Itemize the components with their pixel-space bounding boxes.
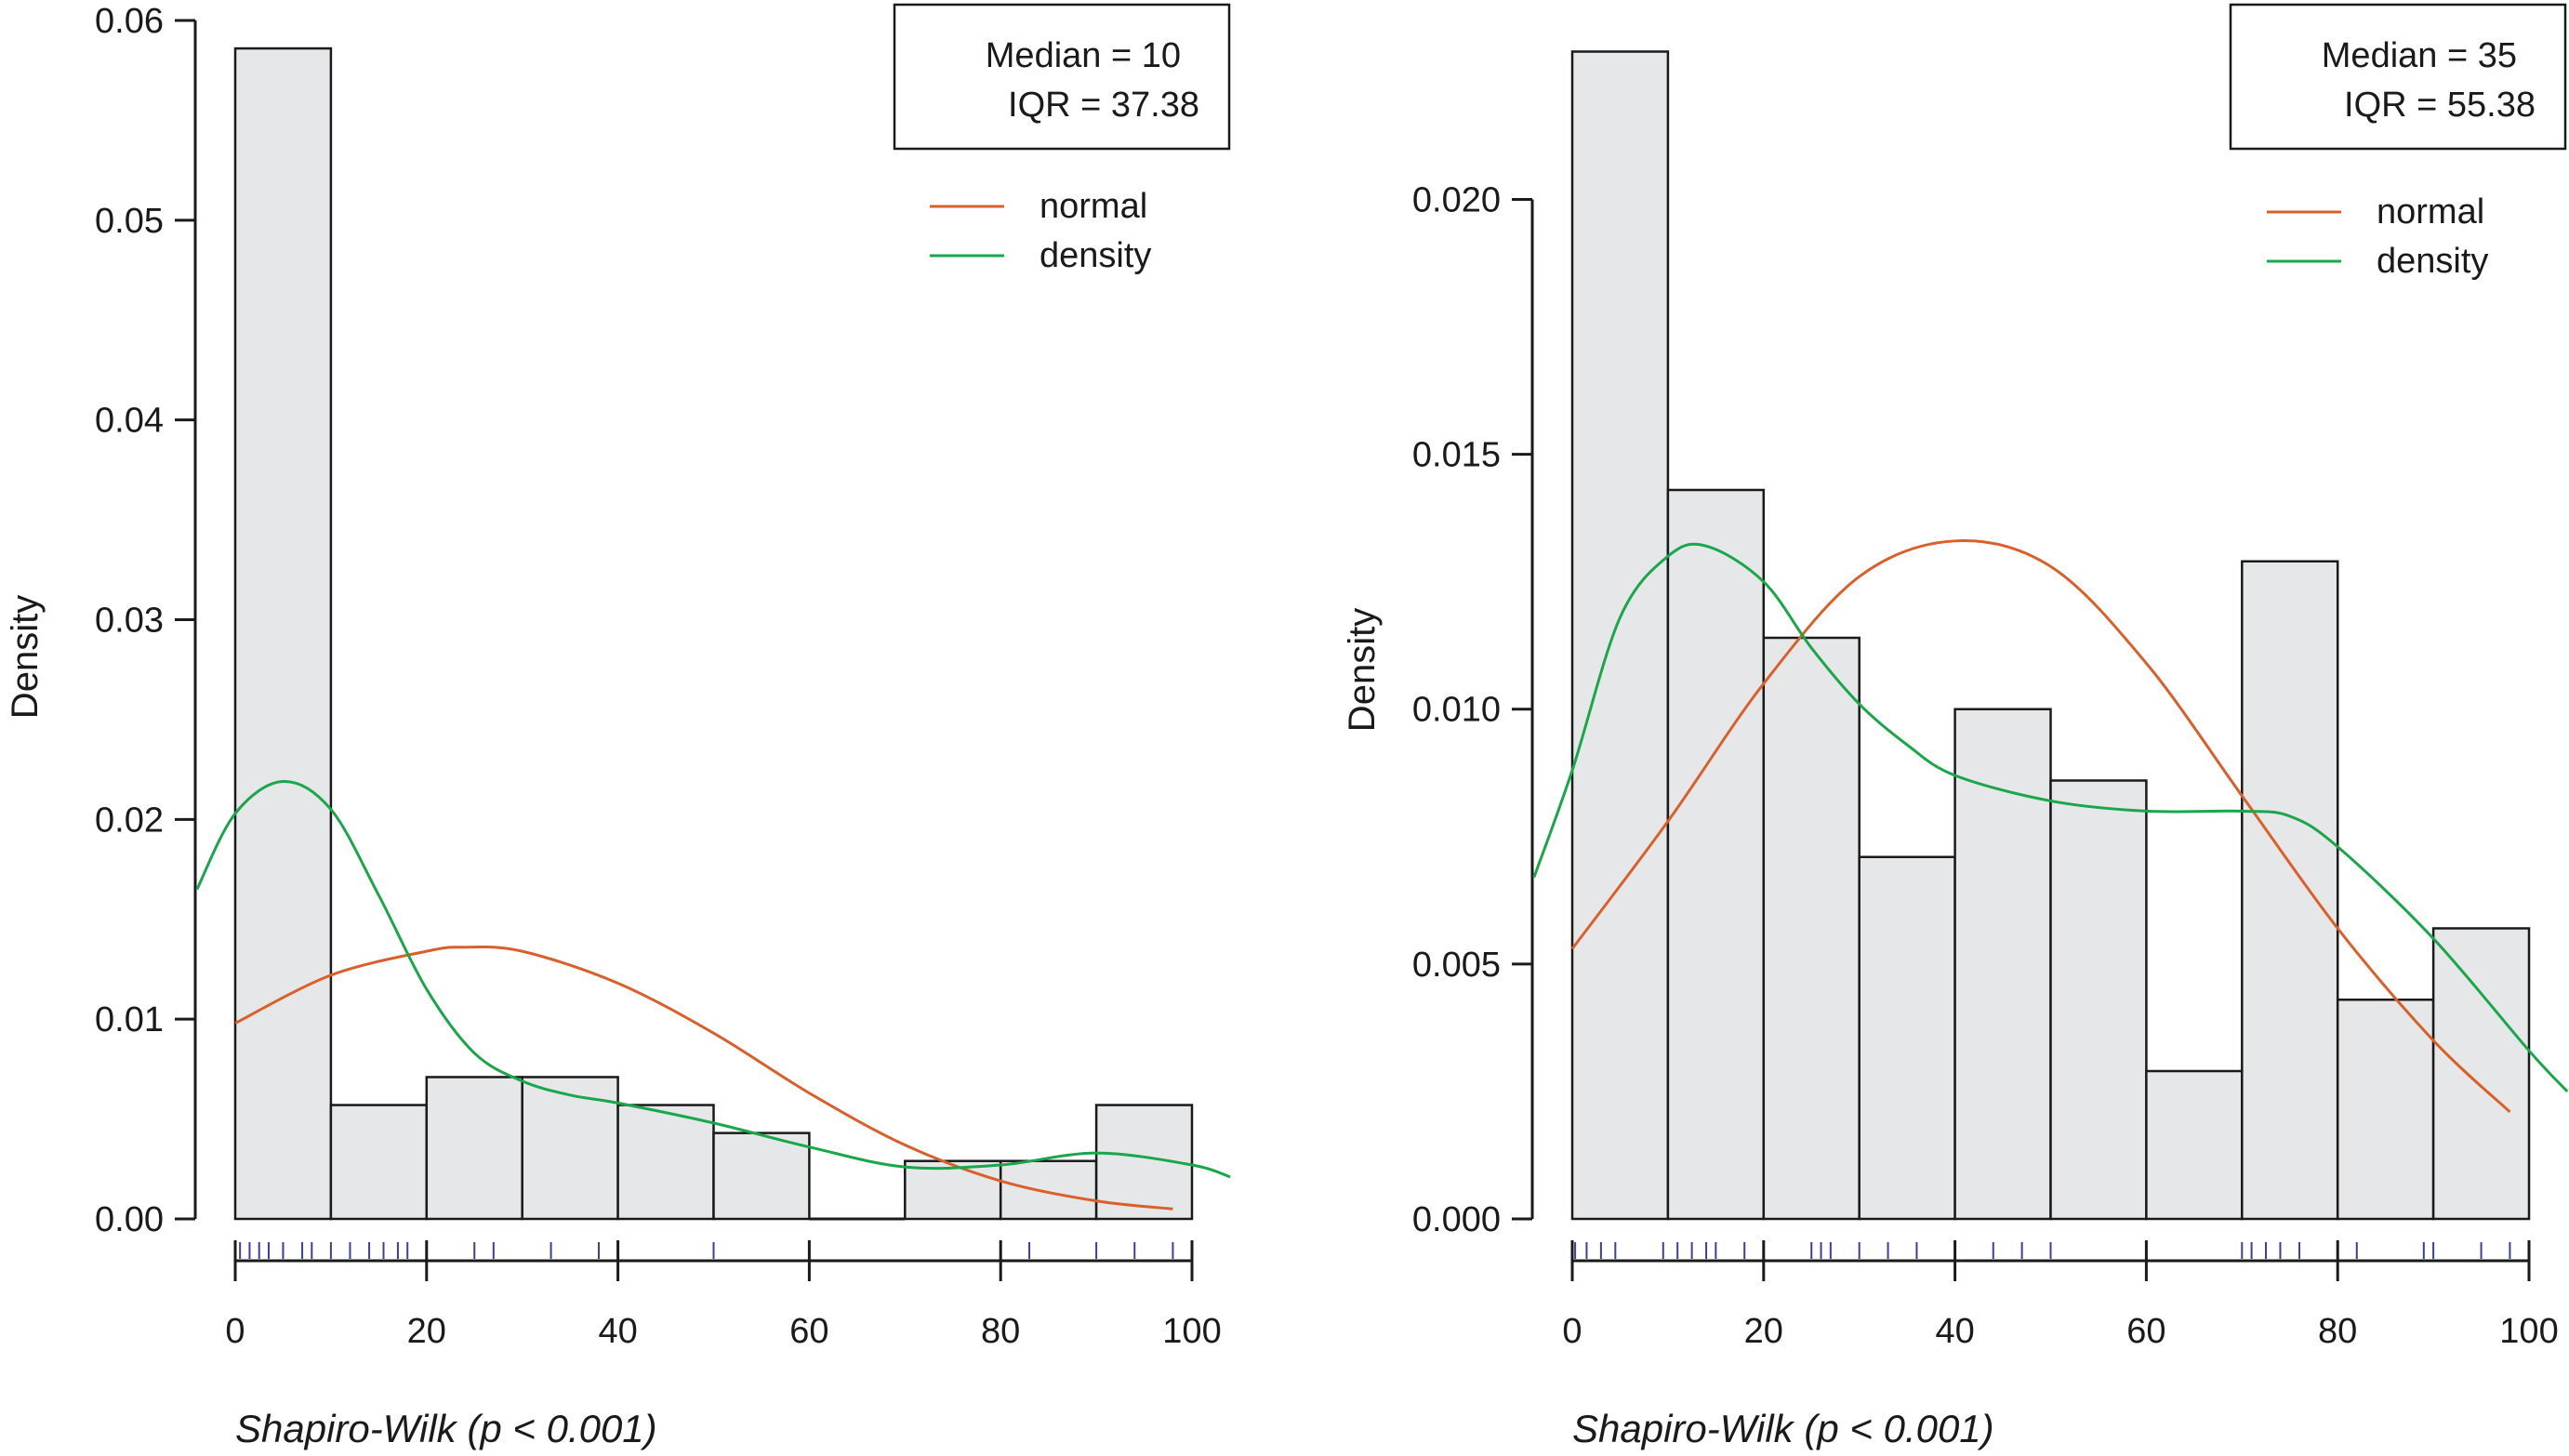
- histogram-bar: [1762, 636, 1861, 1221]
- y-tick-label: 0.02: [95, 801, 164, 840]
- y-tick-label: 0.03: [95, 602, 164, 641]
- x-tick-label: 20: [1744, 1312, 1783, 1351]
- stats-box-frame: [893, 3, 1231, 151]
- density-curve: [195, 780, 1231, 1179]
- x-tick-label: 100: [1162, 1312, 1221, 1351]
- y-tick-label: 0.005: [1412, 946, 1501, 985]
- legend: normal density: [2267, 192, 2488, 281]
- x-tick-label: 100: [2499, 1312, 2558, 1351]
- histogram-bar: [1666, 488, 1766, 1221]
- histogram-bar: [2431, 927, 2531, 1221]
- x-tick-label: 60: [2126, 1312, 2165, 1351]
- y-tick-label: 0.010: [1412, 691, 1501, 730]
- histogram-bar: [2049, 779, 2148, 1221]
- median-text: Median = 10: [986, 36, 1181, 75]
- histogram-bar: [616, 1104, 715, 1221]
- normal-curve: [1570, 539, 2511, 1113]
- x-tick-label: 80: [981, 1312, 1020, 1351]
- x-tick-label: 0: [1562, 1312, 1582, 1351]
- histogram-panel-1: 0.00 0.01 0.02 0.03 0.04 0.05 0.06 Density 0 20 40…: [5, 2, 1231, 1450]
- y-tick-label: 0.015: [1412, 436, 1501, 475]
- histogram-bar: [1953, 708, 2052, 1221]
- normal-curve: [234, 945, 1173, 1211]
- legend-label-density: density: [2377, 242, 2488, 281]
- density-curve: [1532, 542, 2569, 1092]
- iqr-text: IQR = 55.38: [2344, 86, 2536, 125]
- histogram-bar: [1570, 50, 1670, 1221]
- legend-label-normal: normal: [1040, 187, 1147, 226]
- y-axis-label: Density: [1342, 608, 1383, 732]
- histogram-bar: [329, 1104, 429, 1221]
- histogram-bar: [2336, 998, 2435, 1221]
- histogram-bar: [712, 1132, 811, 1221]
- x-tick-label: 0: [225, 1312, 245, 1351]
- histogram-bar: [521, 1076, 619, 1221]
- histogram-panel-2: 0.000 0.005 0.010 0.015 0.020 Density 0 20 40 60 8…: [1342, 3, 2569, 1450]
- x-tick-label: 80: [2318, 1312, 2357, 1351]
- legend-label-density: density: [1040, 236, 1151, 275]
- x-tick-label: 40: [1935, 1312, 1974, 1351]
- stats-box-frame: [2229, 3, 2567, 151]
- stats-box: Median = 10 IQR = 37.38: [893, 3, 1231, 151]
- histogram-bar: [1858, 855, 1956, 1221]
- x-tick-label: 20: [407, 1312, 446, 1351]
- legend: normal density: [930, 187, 1151, 275]
- histogram-bar: [2145, 1069, 2244, 1221]
- y-tick-label: 0.000: [1412, 1200, 1501, 1239]
- y-tick-label: 0.020: [1412, 180, 1501, 219]
- x-axis-label: Shapiro-Wilk (p < 0.001): [235, 1407, 657, 1450]
- y-tick-label: 0.05: [95, 202, 164, 241]
- y-axis-label: Density: [5, 595, 46, 719]
- x-tick-label: 60: [789, 1312, 828, 1351]
- x-axis-label: Shapiro-Wilk (p < 0.001): [1572, 1407, 1994, 1450]
- histogram-bar: [999, 1159, 1098, 1221]
- x-tick-label: 40: [598, 1312, 637, 1351]
- histogram-bar: [904, 1159, 1002, 1221]
- y-tick-label: 0.04: [95, 402, 164, 441]
- y-tick-label: 0.00: [95, 1200, 164, 1239]
- histogram-bar: [233, 46, 333, 1221]
- y-tick-label: 0.01: [95, 1000, 164, 1039]
- iqr-text: IQR = 37.38: [1008, 86, 1199, 125]
- histogram-bar: [425, 1076, 523, 1221]
- median-text: Median = 35: [2322, 36, 2517, 75]
- y-tick-label: 0.06: [95, 2, 164, 41]
- histogram-bar: [2241, 560, 2339, 1221]
- legend-label-normal: normal: [2377, 192, 2484, 232]
- stats-box: Median = 35 IQR = 55.38: [2229, 3, 2567, 151]
